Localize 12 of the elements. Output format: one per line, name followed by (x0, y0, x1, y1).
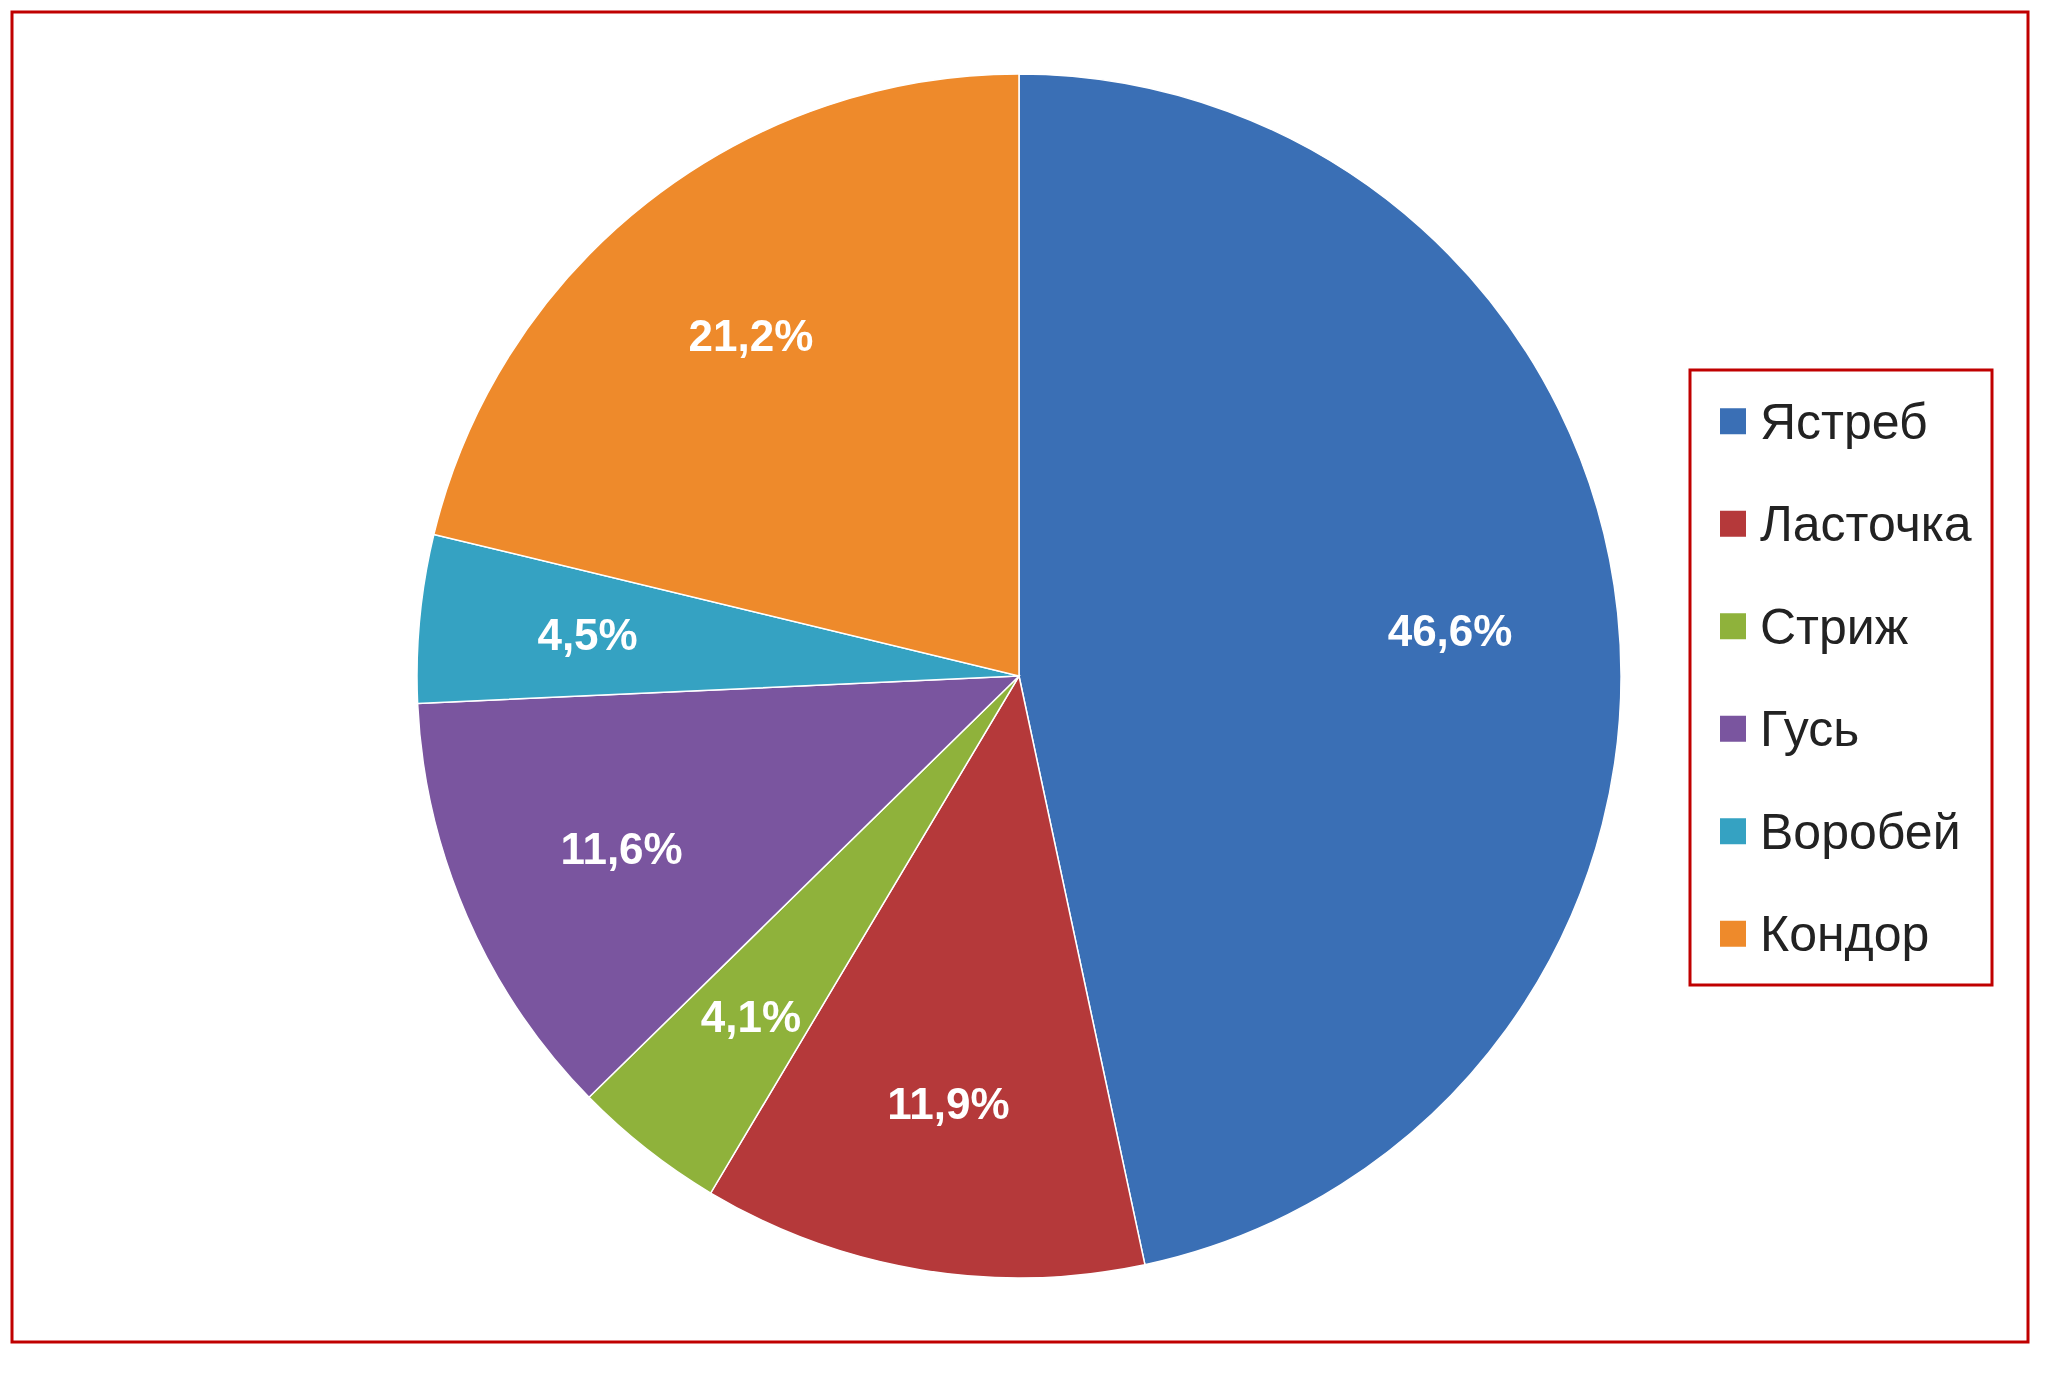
legend-label: Стриж (1760, 598, 1909, 655)
legend-label: Гусь (1760, 701, 1860, 758)
data-label: 4,1% (700, 992, 802, 1042)
legend-label: Ласточка (1760, 496, 1972, 553)
data-label: 4,5% (537, 609, 638, 659)
legend-label: Кондор (1760, 906, 1930, 963)
legend-label: Воробей (1760, 803, 1961, 860)
legend-label: Ястреб (1760, 393, 1928, 450)
data-label: 46,6% (1387, 605, 1513, 655)
data-label: 21,2% (688, 310, 814, 360)
data-label: 11,6% (560, 824, 683, 874)
data-label: 11,9% (887, 1079, 1010, 1129)
